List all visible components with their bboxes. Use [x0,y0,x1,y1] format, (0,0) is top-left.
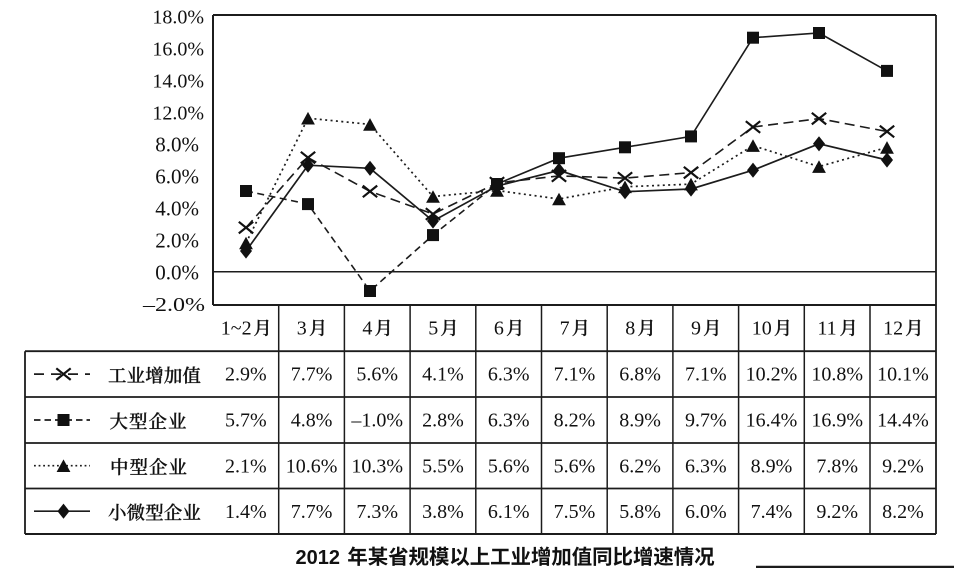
svg-text:10.6%: 10.6% [286,455,338,477]
svg-text:6.3%: 6.3% [488,364,530,386]
svg-text:7.7%: 7.7% [291,501,333,523]
svg-text:5.5%: 5.5% [422,455,464,477]
svg-text:6.3%: 6.3% [685,455,727,477]
svg-text:8.9%: 8.9% [619,410,661,432]
svg-text:4.1%: 4.1% [422,364,464,386]
svg-text:6: 6 [494,318,504,340]
svg-text:2.0%: 2.0% [155,229,199,253]
svg-text:6.1%: 6.1% [488,501,530,523]
svg-text:6.3%: 6.3% [488,410,530,432]
svg-text:8.2%: 8.2% [882,501,924,523]
svg-text:7.3%: 7.3% [356,501,398,523]
svg-text:10: 10 [752,318,772,340]
svg-text:5.6%: 5.6% [554,455,596,477]
svg-text:7: 7 [560,318,570,340]
svg-text:7.7%: 7.7% [291,364,333,386]
svg-text:4.8%: 4.8% [291,410,333,432]
svg-text:6.0%: 6.0% [685,501,727,523]
svg-text:9: 9 [691,318,701,340]
svg-text:8.9%: 8.9% [751,455,793,477]
svg-text:10.1%: 10.1% [877,364,929,386]
svg-text:9.2%: 9.2% [816,501,858,523]
svg-text:7.5%: 7.5% [554,501,596,523]
svg-text:5: 5 [428,318,438,340]
svg-text:16.9%: 16.9% [811,410,863,432]
svg-text:0.0%: 0.0% [155,261,199,285]
svg-text:5.6%: 5.6% [488,455,530,477]
svg-text:3.8%: 3.8% [422,501,464,523]
svg-text:12: 12 [883,318,903,340]
svg-text:2.1%: 2.1% [225,455,267,477]
svg-text:7.8%: 7.8% [816,455,858,477]
svg-text:3: 3 [297,318,307,340]
svg-text:4.0%: 4.0% [155,197,199,221]
svg-text:9.2%: 9.2% [882,455,924,477]
svg-text:1~2: 1~2 [221,318,252,340]
svg-text:8.0%: 8.0% [155,133,199,157]
svg-text:5.7%: 5.7% [225,410,267,432]
svg-text:5.8%: 5.8% [619,501,661,523]
svg-text:12.0%: 12.0% [152,102,204,124]
svg-text:6.2%: 6.2% [619,455,661,477]
svg-text:9.7%: 9.7% [685,410,727,432]
svg-text:14.0%: 14.0% [152,71,204,93]
svg-text:7.1%: 7.1% [685,364,727,386]
svg-text:6.0%: 6.0% [155,165,199,189]
svg-text:7.1%: 7.1% [554,364,596,386]
svg-text:18.0%: 18.0% [152,7,204,29]
svg-text:6.8%: 6.8% [619,364,661,386]
svg-text:–2.0%: –2.0% [142,294,205,316]
svg-text:1.4%: 1.4% [225,501,267,523]
svg-text:2.8%: 2.8% [422,410,464,432]
svg-text:10.8%: 10.8% [811,364,863,386]
svg-text:2012: 2012 [296,547,341,568]
svg-text:5.6%: 5.6% [356,364,398,386]
svg-text:16.4%: 16.4% [746,410,798,432]
svg-text:7.4%: 7.4% [751,501,793,523]
svg-text:2.9%: 2.9% [225,364,267,386]
svg-text:4: 4 [362,318,372,340]
svg-text:8.2%: 8.2% [554,410,596,432]
svg-text:10.2%: 10.2% [746,364,798,386]
svg-text:8: 8 [625,318,635,340]
svg-text:11: 11 [817,318,836,340]
svg-text:16.0%: 16.0% [152,39,204,61]
svg-text:14.4%: 14.4% [877,410,929,432]
svg-text:10.3%: 10.3% [351,455,403,477]
svg-text:–1.0%: –1.0% [350,410,403,432]
